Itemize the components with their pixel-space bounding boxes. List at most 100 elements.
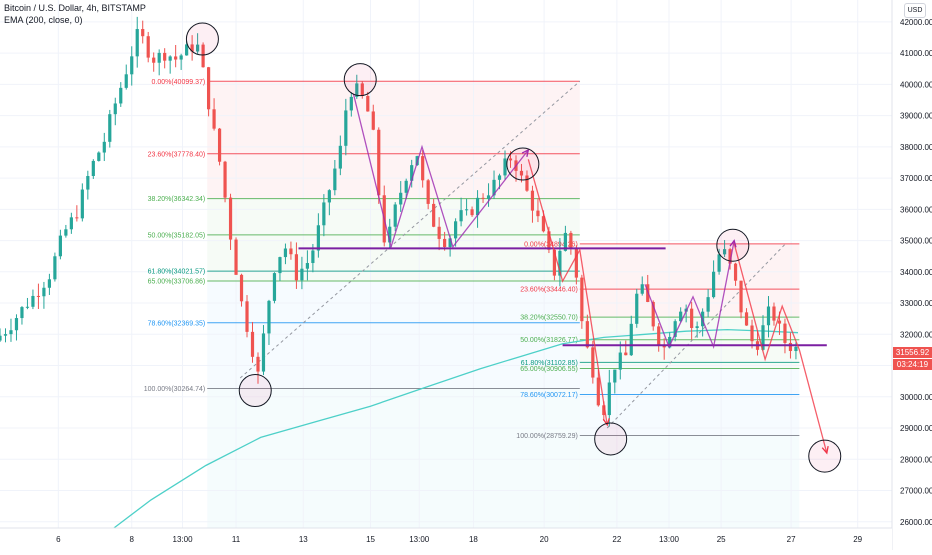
candle-body [338,145,342,169]
candle-body [629,323,633,356]
candle-body [393,204,397,227]
candle-body [497,175,502,180]
time-axis-tick-label: 18 [469,535,478,544]
fib-level-label: 61.80%(31102.85) [521,360,578,367]
candle-body [289,248,293,255]
fib-level-label: 100.00%(28759.29) [516,433,578,440]
candle-body [212,109,216,129]
candle-body [722,249,727,255]
fib-level-label: 38.20%(36342.34) [148,196,206,203]
pattern-path [733,243,828,454]
candle-body [300,268,304,281]
countdown-badge: 03:24:19 [893,359,932,370]
candle-body [437,226,441,239]
candle-body [668,336,672,348]
time-axis-tick-label: 13:00 [173,535,194,544]
fib-zone [207,271,580,281]
candle-body [272,273,277,301]
candle-body [322,202,326,226]
pattern-path [527,159,608,426]
candle-body [618,352,622,370]
symbol-title[interactable]: Bitcoin / U.S. Dollar, 4h, BITSTAMP [4,3,146,13]
price-axis-tick-label: 28000.00 [900,455,932,464]
fib-zone [579,339,800,363]
candle-body [163,52,167,61]
candle-body [102,141,106,153]
candle-body [256,356,260,372]
price-axis-tick-label: 35000.00 [900,237,932,246]
fib-level-label: 50.00%(31826.77) [520,337,578,344]
candle-body [662,345,666,348]
price-axis-tick-label: 32000.00 [900,330,932,339]
time-axis-tick-label: 29 [853,535,862,544]
candle-body [53,256,57,280]
candle-body [201,44,205,68]
highlight-circle [185,22,219,56]
time-axis-tick-label: 6 [56,535,61,544]
candle-body [152,57,156,63]
candle-body [712,271,716,298]
trend-line [606,243,786,429]
candle-body [794,346,798,352]
fib-zone-lower [207,388,580,528]
indicator-legend[interactable]: EMA (200, close, 0) [4,15,83,25]
fib-zone [207,81,580,154]
candle-body [519,170,524,176]
candle-body [91,160,95,177]
currency-button[interactable]: USD [904,3,926,18]
candle-body [530,190,535,211]
candle-body [217,128,222,162]
candle-body [377,129,381,196]
candle-body [146,36,150,58]
candle-body [454,221,458,239]
candle-body [108,114,112,142]
fib-zone [579,243,800,290]
candle-body [651,301,655,327]
candle-body [31,295,35,307]
candle-body [602,405,606,416]
candle-body [327,190,331,203]
highlight-circle [594,422,628,456]
candle-body [432,203,436,227]
price-axis-tick-label: 30000.00 [900,393,932,402]
price-axis-tick-label: 42000.00 [900,18,932,27]
candle-body [750,325,754,342]
candle-body [36,295,41,297]
time-axis-tick-label: 27 [787,535,796,544]
time-axis-tick-label: 11 [232,535,241,544]
price-axis-tick-label: 26000.00 [900,518,932,527]
price-axis-tick-label: 34000.00 [900,268,932,277]
fib-level-label: 65.00%(33706.86) [148,278,206,285]
fib-level-label: 78.60%(30072.17) [520,392,578,399]
candle-body [464,209,469,211]
candle-body [574,248,578,278]
candle-body [640,284,644,294]
candle-body [508,158,513,161]
time-axis-tick-label: 20 [540,535,549,544]
price-axis-tick-label: 36000.00 [900,205,932,214]
candle-body [196,44,200,52]
highlight-circle [716,228,750,262]
candle-body [75,217,79,219]
time-axis-tick-label: 22 [612,535,621,544]
time-axis-tick-label: 8 [130,535,135,544]
candle-body [80,189,84,219]
candle-body [503,158,507,176]
time-axis-tick-label: 15 [366,535,375,544]
candle-body [541,216,546,232]
price-axis-tick-label: 39000.00 [900,112,932,121]
fib-zone [207,198,580,235]
candle-body [772,306,776,321]
candle-body [223,161,227,198]
pattern-path [644,240,735,350]
candle-body [404,180,408,193]
candle-body [777,320,782,324]
candle-body [86,176,90,190]
candle-body [278,257,282,274]
candle-body [536,210,540,217]
candle-body [486,195,491,199]
candle-body [766,306,771,326]
candle-body [690,308,694,328]
